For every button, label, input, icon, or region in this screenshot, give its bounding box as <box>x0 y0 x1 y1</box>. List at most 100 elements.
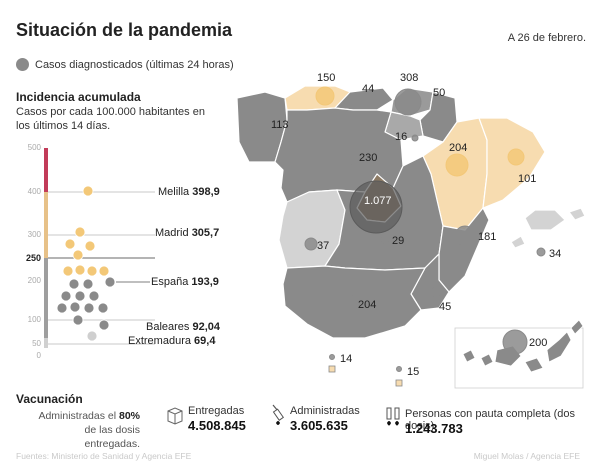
box-icon <box>167 407 183 425</box>
bubble-la-rioja <box>411 134 419 142</box>
complete-value: 1.243.783 <box>405 421 463 436</box>
label-extremadura: 37 <box>317 240 329 252</box>
island <box>462 349 476 363</box>
label-navarra: 50 <box>433 87 445 99</box>
island <box>480 353 494 367</box>
page-title: Situación de la pandemia <box>16 20 233 40</box>
dot-madrid <box>74 226 86 238</box>
label-cataluna: 101 <box>518 173 536 185</box>
dot-region <box>74 290 86 302</box>
region-melilla <box>395 379 403 387</box>
bubble-castilla-y-leon <box>331 143 357 169</box>
vaccination-title: Vacunación <box>16 392 83 406</box>
island-gran-canaria <box>524 357 544 373</box>
dot-region <box>72 249 84 261</box>
label-andalucia: 204 <box>358 299 376 311</box>
bubble-murcia <box>431 286 443 298</box>
syringe-icon <box>272 404 285 425</box>
label-asturias: 150 <box>317 72 335 84</box>
region-ceuta <box>328 365 336 373</box>
bubble-aragon <box>445 153 469 177</box>
label-murcia: 45 <box>439 301 451 313</box>
scale-segment-medium <box>44 258 48 338</box>
label-galicia: 113 <box>271 119 289 131</box>
bubble-navarra <box>432 108 440 116</box>
tick-50: 50 <box>32 339 41 348</box>
tick-400: 400 <box>28 187 42 196</box>
administered-label: Administradas <box>290 405 360 417</box>
region-baleares-ibiza <box>510 235 526 249</box>
bubble-pais-vasco <box>394 88 422 116</box>
label-melilla: Melilla 398,9 <box>158 186 220 198</box>
dot-extremadura <box>86 330 98 342</box>
dot-region <box>86 265 98 277</box>
dot-region <box>64 238 76 250</box>
incidence-title: Incidencia acumulada <box>16 90 141 104</box>
label-canarias: 200 <box>529 337 547 349</box>
incidence-subtitle: Casos por cada 100.000 habitantes en los… <box>16 106 205 132</box>
sources-credit: Fuentes: Ministerio de Sanidad y Agencia… <box>16 451 192 461</box>
dot-region <box>72 314 84 326</box>
scale-segment-very-high <box>44 148 48 192</box>
author-credit: Miguel Molas / Agencia EFE <box>473 451 580 461</box>
bubble-melilla <box>396 366 402 372</box>
tick-200: 200 <box>28 276 42 285</box>
canarias-inset-frame <box>454 327 584 389</box>
label-la-rioja: 16 <box>395 131 407 143</box>
dot-baleares <box>98 319 110 331</box>
tick-100: 100 <box>28 315 42 324</box>
label-baleares: Baleares 92,04 <box>146 321 221 333</box>
spain-map: 113 150 44 308 50 16 204 101 230 1.077 3… <box>236 72 586 389</box>
dot-region <box>82 278 94 290</box>
dot-espana <box>104 276 116 288</box>
dot-region <box>84 240 96 252</box>
dot-region <box>88 290 100 302</box>
dot-melilla <box>82 185 94 197</box>
scale-segment-high <box>44 192 48 258</box>
island-fuerteventura <box>546 331 572 363</box>
complete-label: Personas con pauta completa (dos dosis) <box>405 408 575 432</box>
label-aragon: 204 <box>449 142 467 154</box>
bubble-extremadura <box>304 237 318 251</box>
bubble-andalucia <box>333 292 357 316</box>
label-ceuta: 14 <box>340 353 352 365</box>
region-baleares-menorca <box>568 207 586 221</box>
bubble-asturias <box>315 86 335 106</box>
dot-region <box>98 265 110 277</box>
tick-300: 300 <box>28 230 42 239</box>
label-extremadura: Extremadura 69,4 <box>128 335 216 347</box>
tick-250: 250 <box>26 253 41 263</box>
island-lanzarote <box>570 319 584 335</box>
label-cantabria: 44 <box>362 83 374 95</box>
label-comunidad-valenciana: 181 <box>478 231 496 243</box>
bubble-galicia <box>251 114 271 134</box>
bubble-cataluna <box>507 148 525 166</box>
label-madrid: Madrid 305,7 <box>155 227 219 239</box>
bubble-cantabria <box>366 97 374 105</box>
dot-region <box>56 302 68 314</box>
dot-region <box>69 301 81 313</box>
dot-region <box>62 265 74 277</box>
incidence-chart: 500 400 300 250 200 100 50 0 <box>26 143 221 360</box>
cases-legend: Casos diagnosticados (últimas 24 horas) <box>16 58 234 71</box>
bubble-castilla-la-mancha <box>380 235 390 245</box>
dot-region <box>60 290 72 302</box>
bubble-comunidad-valenciana <box>454 225 476 247</box>
bubble-canarias <box>502 329 528 355</box>
tick-0: 0 <box>37 351 42 360</box>
bubble-ceuta <box>329 354 335 360</box>
legend-circle-icon <box>16 58 29 71</box>
tick-500: 500 <box>28 143 42 152</box>
label-pais-vasco: 308 <box>400 72 418 84</box>
label-baleares: 34 <box>549 248 561 260</box>
report-date: A 26 de febrero. <box>507 32 586 44</box>
vaccination-percent: 80% <box>118 410 140 422</box>
bubble-baleares <box>536 247 546 257</box>
dot-region <box>83 302 95 314</box>
region-baleares-mallorca <box>524 209 566 231</box>
dot-region <box>74 264 86 276</box>
label-castilla-la-mancha: 29 <box>392 235 404 247</box>
label-espana: España 193,9 <box>151 276 219 288</box>
delivered-label: Entregadas <box>188 405 245 417</box>
vaccination-summary: Administradas el 80% de las dosis entreg… <box>38 410 140 450</box>
